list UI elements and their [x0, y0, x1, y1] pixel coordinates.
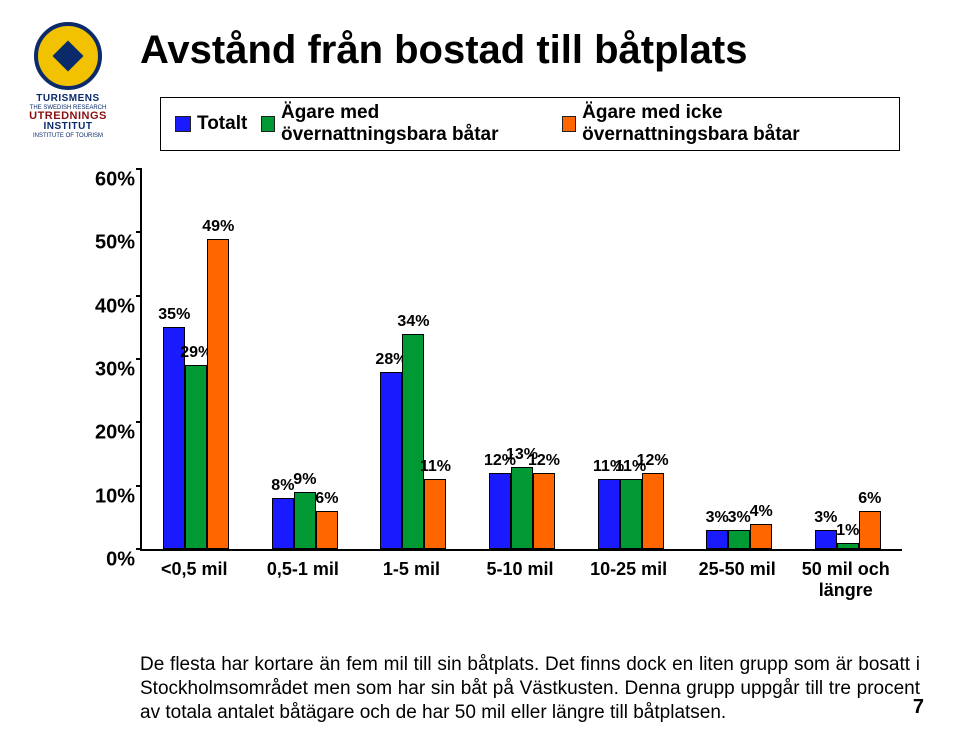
x-tick-label: 50 mil och längre [791, 553, 900, 600]
bar-group: 3%1%6% [793, 169, 902, 549]
page-title: Avstånd från bostad till båtplats [140, 28, 900, 73]
bar-value-label: 49% [202, 218, 234, 236]
y-tick-label: 50% [85, 232, 135, 255]
chart-legend: Totalt Ägare med övernattningsbara båtar… [160, 97, 900, 151]
logo-line-5: INSTITUTE OF TOURISM [18, 133, 118, 139]
legend-item: Totalt [175, 113, 247, 135]
page-number: 7 [913, 696, 924, 719]
x-axis: <0,5 mil0,5-1 mil1-5 mil5-10 mil10-25 mi… [140, 553, 900, 600]
y-tick-label: 20% [85, 422, 135, 445]
logo-line-4: INSTITUT [18, 122, 118, 133]
bar-value-label: 8% [271, 477, 294, 495]
y-tick-label: 30% [85, 359, 135, 382]
bar-value-label: 4% [750, 503, 773, 521]
bar-value-label: 12% [637, 452, 669, 470]
bar-group: 8%9%6% [251, 169, 360, 549]
legend-item: Ägare med övernattningsbara båtar [261, 102, 548, 146]
bar: 8% [272, 498, 294, 549]
bar-value-label: 9% [293, 471, 316, 489]
y-tick-mark [136, 485, 142, 487]
bar-value-label: 3% [728, 509, 751, 527]
bar-group: 11%11%12% [576, 169, 685, 549]
bar-group: 28%34%11% [359, 169, 468, 549]
y-tick-label: 0% [85, 549, 135, 572]
caption-text: De flesta har kortare än fem mil till si… [140, 653, 920, 724]
y-tick-mark [136, 168, 142, 170]
bar: 3% [815, 530, 837, 549]
bar-value-label: 6% [858, 490, 881, 508]
x-tick-label: 25-50 mil [683, 553, 792, 600]
bar-value-label: 35% [158, 306, 190, 324]
y-tick-mark [136, 358, 142, 360]
bar: 9% [294, 492, 316, 549]
y-tick-label: 10% [85, 485, 135, 508]
y-tick-mark [136, 231, 142, 233]
legend-swatch [562, 116, 576, 132]
y-tick-label: 60% [85, 169, 135, 192]
y-axis: 0% 10% 20% 30% 40% 50% 60% [85, 161, 135, 581]
bar: 12% [489, 473, 511, 549]
bar-value-label: 11% [420, 458, 451, 476]
logo-line-1: TURISMENS [18, 94, 118, 105]
bar: 3% [728, 530, 750, 549]
bar: 34% [402, 334, 424, 549]
y-tick-mark [136, 421, 142, 423]
bar-value-label: 3% [814, 509, 837, 527]
y-tick-label: 40% [85, 295, 135, 318]
bar: 6% [859, 511, 881, 549]
legend-swatch [261, 116, 275, 132]
logo-emblem [34, 22, 102, 90]
bar: 1% [837, 543, 859, 549]
legend-label: Totalt [197, 113, 247, 135]
x-tick-label: 0,5-1 mil [249, 553, 358, 600]
brand-logo: TURISMENS THE SWEDISH RESEARCH UTREDNING… [18, 22, 118, 139]
bar: 49% [207, 239, 229, 549]
legend-item: Ägare med icke övernattningsbara båtar [562, 102, 885, 146]
bar: 29% [185, 365, 207, 549]
bar: 13% [511, 467, 533, 549]
bar: 4% [750, 524, 772, 549]
bar: 12% [533, 473, 555, 549]
bar: 11% [424, 479, 446, 549]
bar: 28% [380, 372, 402, 549]
legend-label: Ägare med icke övernattningsbara båtar [582, 102, 885, 146]
y-tick-mark [136, 295, 142, 297]
slide: TURISMENS THE SWEDISH RESEARCH UTREDNING… [0, 0, 960, 737]
bar-value-label: 1% [836, 522, 859, 540]
bar-group: 35%29%49% [142, 169, 251, 549]
x-tick-label: <0,5 mil [140, 553, 249, 600]
bar-group: 12%13%12% [468, 169, 577, 549]
bar: 6% [316, 511, 338, 549]
bar: 11% [620, 479, 642, 549]
bar: 12% [642, 473, 664, 549]
x-tick-label: 1-5 mil [357, 553, 466, 600]
bar-groups: 35%29%49%8%9%6%28%34%11%12%13%12%11%11%1… [142, 169, 902, 549]
bar: 11% [598, 479, 620, 549]
bar-value-label: 6% [315, 490, 338, 508]
legend-swatch [175, 116, 191, 132]
x-tick-label: 5-10 mil [466, 553, 575, 600]
plot-area: 35%29%49%8%9%6%28%34%11%12%13%12%11%11%1… [140, 169, 902, 551]
legend-label: Ägare med övernattningsbara båtar [281, 102, 548, 146]
bar-value-label: 12% [528, 452, 560, 470]
bar-chart: 0%10%20%30%40%50%60% 35%29%49%8%9%6%28%3… [140, 161, 900, 581]
bar: 3% [706, 530, 728, 549]
bar-value-label: 34% [397, 313, 429, 331]
bar-value-label: 3% [706, 509, 729, 527]
x-tick-label: 10-25 mil [574, 553, 683, 600]
y-tick-mark [136, 548, 142, 550]
bar-group: 3%3%4% [685, 169, 794, 549]
